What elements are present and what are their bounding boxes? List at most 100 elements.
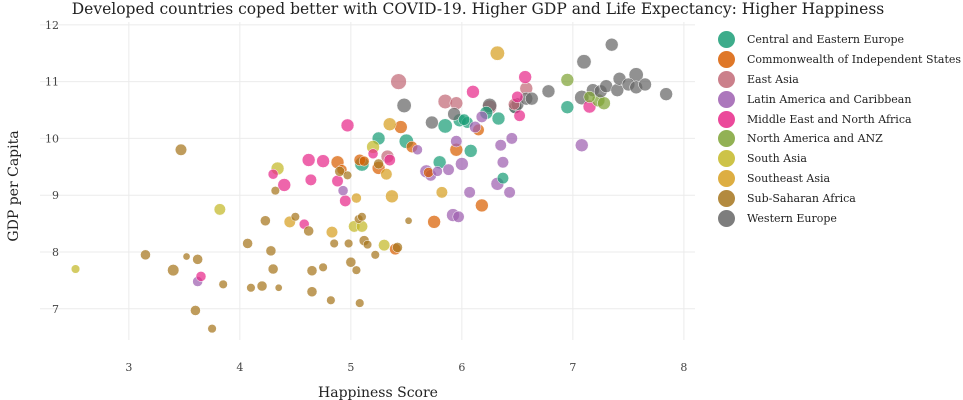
data-point[interactable] — [427, 215, 441, 229]
data-point[interactable] — [385, 189, 399, 204]
data-point[interactable] — [357, 212, 367, 222]
data-point[interactable] — [270, 186, 280, 196]
data-point[interactable] — [423, 167, 434, 178]
data-point[interactable] — [290, 212, 300, 222]
data-point[interactable] — [304, 173, 317, 186]
data-point[interactable] — [301, 153, 316, 167]
data-point[interactable] — [511, 90, 524, 103]
data-point[interactable] — [70, 264, 81, 274]
data-point[interactable] — [496, 172, 509, 185]
legend-item[interactable]: Middle East and North Africa — [718, 109, 961, 129]
data-point[interactable] — [392, 242, 403, 253]
data-point[interactable] — [475, 110, 488, 123]
data-point[interactable] — [318, 262, 328, 272]
data-point[interactable] — [267, 168, 279, 180]
data-point[interactable] — [447, 107, 461, 121]
data-point[interactable] — [370, 250, 380, 260]
data-point[interactable] — [192, 254, 203, 265]
data-point[interactable] — [329, 238, 339, 249]
data-point[interactable] — [496, 156, 509, 169]
data-point[interactable] — [334, 166, 346, 177]
data-point[interactable] — [394, 120, 408, 134]
data-point[interactable] — [442, 163, 455, 176]
legend-item[interactable]: Commonwealth of Independent States — [718, 50, 961, 70]
data-point[interactable] — [576, 54, 592, 70]
data-point[interactable] — [452, 210, 465, 223]
legend-item[interactable]: Sub-Saharan Africa — [718, 188, 961, 208]
data-point[interactable] — [303, 225, 314, 237]
data-point[interactable] — [450, 135, 463, 148]
data-point[interactable] — [260, 215, 271, 227]
data-point[interactable] — [494, 139, 507, 152]
data-point[interactable] — [489, 45, 505, 61]
data-point[interactable] — [195, 271, 207, 282]
data-point[interactable] — [367, 148, 379, 160]
data-point[interactable] — [306, 265, 318, 277]
data-point[interactable] — [383, 153, 396, 166]
data-point[interactable] — [404, 216, 413, 225]
data-point[interactable] — [432, 166, 443, 177]
data-point[interactable] — [518, 70, 532, 84]
data-point[interactable] — [373, 158, 384, 170]
data-point[interactable] — [475, 198, 489, 213]
data-point[interactable] — [325, 226, 338, 239]
data-point[interactable] — [277, 178, 291, 192]
data-point[interactable] — [207, 324, 217, 334]
data-point[interactable] — [345, 256, 357, 268]
legend-item[interactable]: Western Europe — [718, 208, 961, 228]
data-point[interactable] — [464, 144, 478, 158]
data-point[interactable] — [351, 265, 361, 275]
legend-item[interactable]: North America and ANZ — [718, 129, 961, 149]
data-point[interactable] — [463, 186, 476, 199]
data-point[interactable] — [340, 118, 355, 133]
data-point[interactable] — [597, 96, 611, 110]
data-point[interactable] — [458, 113, 471, 126]
data-point[interactable] — [355, 298, 365, 308]
data-point[interactable] — [213, 203, 226, 216]
data-point[interactable] — [541, 84, 556, 99]
data-point[interactable] — [437, 118, 453, 134]
data-point[interactable] — [583, 90, 596, 103]
data-point[interactable] — [265, 245, 277, 257]
data-point[interactable] — [306, 286, 318, 298]
data-point[interactable] — [455, 157, 469, 171]
data-point[interactable] — [505, 132, 518, 145]
data-point[interactable] — [491, 111, 506, 126]
data-point[interactable] — [267, 263, 279, 275]
data-point[interactable] — [380, 168, 393, 181]
data-point[interactable] — [503, 186, 516, 199]
data-point[interactable] — [435, 186, 448, 199]
data-point[interactable] — [659, 87, 673, 101]
data-point[interactable] — [326, 295, 336, 305]
data-point[interactable] — [412, 144, 423, 156]
data-point[interactable] — [560, 73, 575, 87]
data-point[interactable] — [190, 305, 201, 316]
data-point[interactable] — [344, 238, 354, 249]
data-point[interactable] — [167, 264, 180, 277]
data-point[interactable] — [396, 98, 412, 113]
data-point[interactable] — [274, 283, 283, 292]
legend-item[interactable]: South Asia — [718, 149, 961, 169]
data-point[interactable] — [140, 249, 151, 261]
legend-item[interactable]: Latin America and Caribbean — [718, 89, 961, 109]
data-point[interactable] — [342, 170, 353, 180]
data-point[interactable] — [218, 279, 228, 289]
legend-item[interactable]: Central and Eastern Europe — [718, 30, 961, 50]
data-point[interactable] — [525, 91, 539, 106]
data-point[interactable] — [425, 115, 439, 130]
data-point[interactable] — [513, 109, 526, 122]
data-point[interactable] — [466, 85, 480, 99]
data-point[interactable] — [560, 100, 575, 114]
data-point[interactable] — [242, 238, 253, 249]
data-point[interactable] — [638, 77, 652, 92]
data-point[interactable] — [351, 192, 362, 204]
data-point[interactable] — [182, 252, 191, 261]
data-point[interactable] — [331, 174, 344, 188]
data-point[interactable] — [358, 155, 370, 167]
data-point[interactable] — [174, 143, 188, 156]
data-point[interactable] — [605, 37, 619, 52]
data-point[interactable] — [316, 154, 330, 168]
legend-item[interactable]: Southeast Asia — [718, 169, 961, 189]
data-point[interactable] — [390, 73, 407, 90]
data-point[interactable] — [469, 121, 482, 134]
